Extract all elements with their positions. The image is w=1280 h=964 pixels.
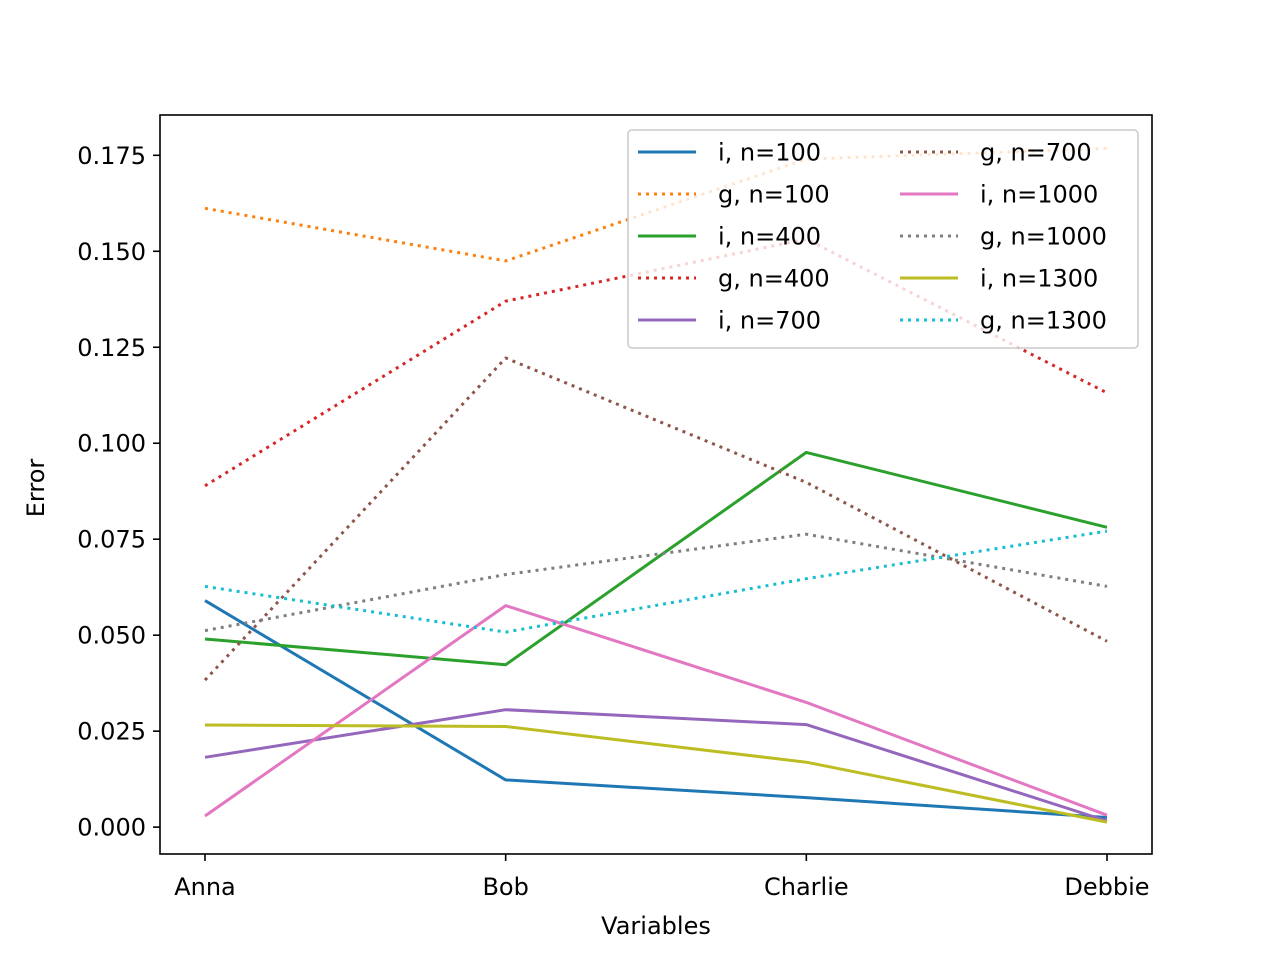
legend-label-g-n-700: g, n=700 xyxy=(980,139,1092,167)
x-tick-label: Charlie xyxy=(764,873,849,901)
y-tick-label: 0.125 xyxy=(77,334,146,362)
series-line-i-n-1000 xyxy=(204,604,1108,818)
y-tick-label: 0.025 xyxy=(77,718,146,746)
x-tick-label: Bob xyxy=(482,873,528,901)
legend-box xyxy=(627,129,1139,349)
series-line-i-n-100 xyxy=(204,599,1108,819)
plot-area-frame xyxy=(159,114,1153,855)
legend-label-i-n-1300: i, n=1300 xyxy=(980,265,1098,293)
x-axis: Anna Bob Charlie Debbie xyxy=(174,854,1150,901)
legend-label-g-n-400: g, n=400 xyxy=(718,265,830,293)
legend: i, n=100 g, n=100 i, n=400 g, n=400 i, n=700… xyxy=(627,129,1139,349)
y-tick-label: 0.050 xyxy=(77,622,146,650)
series-line-g-n-700 xyxy=(203,356,1108,682)
series-line-i-n-1300 xyxy=(204,723,1108,824)
y-tick-label: 0.075 xyxy=(77,526,146,554)
legend-label-g-n-1000: g, n=1000 xyxy=(980,223,1107,251)
x-tick-label: Anna xyxy=(174,873,236,901)
series-line-i-n-700 xyxy=(204,708,1108,823)
series-line-g-n-1000 xyxy=(204,532,1108,633)
series-line-g-n-1300 xyxy=(204,529,1108,634)
y-axis-label: Error xyxy=(22,459,50,518)
legend-label-i-n-100: i, n=100 xyxy=(718,139,821,167)
y-tick-label: 0.000 xyxy=(77,814,146,842)
x-tick-label: Debbie xyxy=(1064,873,1149,901)
series-layer xyxy=(203,146,1108,824)
legend-label-g-n-100: g, n=100 xyxy=(718,181,830,209)
x-axis-label: Variables xyxy=(601,912,711,940)
y-axis: 0.000 0.025 0.050 0.075 0.100 0.125 0.150 0.175 xyxy=(77,142,160,842)
legend-label-i-n-700: i, n=700 xyxy=(718,307,821,335)
y-tick-label: 0.175 xyxy=(77,142,146,170)
y-tick-label: 0.150 xyxy=(77,238,146,266)
series-line-i-n-400 xyxy=(204,450,1108,667)
legend-label-i-n-1000: i, n=1000 xyxy=(980,181,1098,209)
legend-label-i-n-400: i, n=400 xyxy=(718,223,821,251)
series-line-g-n-100 xyxy=(204,146,1108,263)
y-tick-label: 0.100 xyxy=(77,430,146,458)
legend-label-g-n-1300: g, n=1300 xyxy=(980,307,1107,335)
